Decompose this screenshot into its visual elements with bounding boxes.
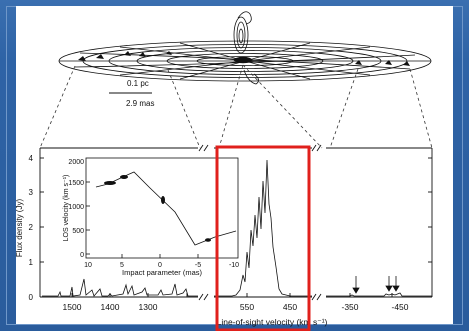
maser-spot [124,51,131,56]
x-tick-label: -450 [391,302,408,312]
projection-lines [39,64,433,149]
inset-y-tick-label: 1000 [68,204,84,211]
scale-label-mas: 2.9 mas [126,99,154,108]
inset-y-tick-label: 2000 [68,159,84,166]
systemic-masers [234,56,252,64]
scale-label-pc: 0.1 pc [127,79,149,88]
maser-spot [139,52,146,57]
inset-y-axis-label: LOS velocity (km s⁻¹) [63,175,70,242]
inset-x-tick-label: 0 [158,262,162,269]
y-tick-label: 3 [29,188,34,197]
maser-spots [78,51,410,66]
x-tick-label: 550 [240,302,254,312]
maser-spot [385,60,392,65]
x-tick-label: -350 [341,302,358,312]
jet-contours [233,11,259,85]
maser-spot [403,61,410,66]
inset-x-tick-label: 5 [120,262,124,269]
x-tick-label: 1500 [63,302,82,312]
inset-x-axis-label: Impact parameter (mas) [122,268,203,277]
main-y-axis-label: Flux density (Jy) [15,199,24,258]
inset-y-tick-label: 1500 [68,180,84,187]
main-plot-frame [39,144,433,301]
y-tick-label: 1 [29,258,34,267]
main-x-axis-label: Line-of-sight velocity (km s⁻¹) [217,317,328,327]
maser-spot [166,51,172,55]
disk-diagram [58,11,432,85]
maser-spot [355,60,362,65]
spectrum-blueshifted [326,292,432,297]
y-tick-label: 0 [29,293,34,302]
inset-y-tick-label: 500 [72,228,84,235]
inset-x-tick-label: -10 [229,262,239,269]
y-tick-label: 4 [29,154,34,163]
maser-spot [78,56,86,61]
inset-y-tick-label: 0 [80,252,84,259]
x-tick-label: 1300 [139,302,158,312]
y-tick-label: 2 [29,223,34,232]
inset-x-tick-label: 10 [84,262,92,269]
maser-arrows [352,276,400,294]
inset-plot-frame [85,157,239,259]
x-tick-label: 1400 [101,302,120,312]
x-tick-label: 450 [283,302,297,312]
highlight-box [215,145,311,331]
maser-spot [96,54,104,59]
spectrum-redshifted [42,278,198,297]
inset-data-points [104,175,211,242]
inset-x-tick-label: -5 [195,262,201,269]
spectrum-systemic [214,159,312,297]
